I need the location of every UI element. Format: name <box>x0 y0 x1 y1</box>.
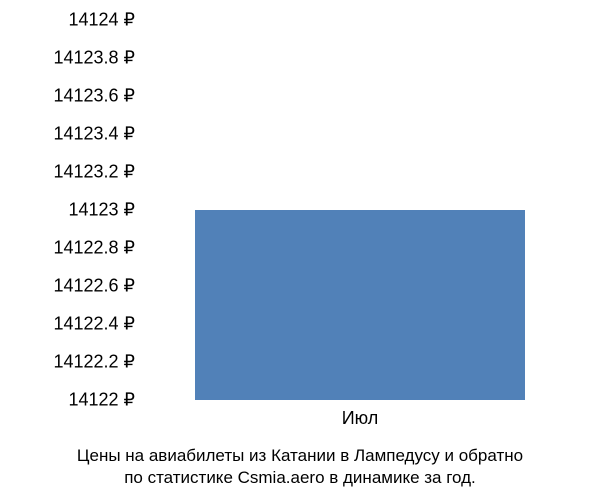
y-tick-label: 14122.6 ₽ <box>0 276 135 297</box>
x-tick-label: Июл <box>342 408 379 429</box>
y-tick-label: 14122.8 ₽ <box>0 238 135 259</box>
y-tick-label: 14124 ₽ <box>0 10 135 31</box>
y-tick-label: 14123.8 ₽ <box>0 48 135 69</box>
y-tick-label: 14123.4 ₽ <box>0 124 135 145</box>
price-chart: 14122 ₽ 14122.2 ₽ 14122.4 ₽ 14122.6 ₽ 14122.… <box>0 0 600 500</box>
y-tick-label: 14122 ₽ <box>0 390 135 411</box>
chart-caption: Цены на авиабилеты из Катании в Лампедус… <box>0 445 600 489</box>
plot-area <box>140 20 580 400</box>
caption-line-1: Цены на авиабилеты из Катании в Лампедус… <box>0 445 600 467</box>
y-tick-label: 14123.6 ₽ <box>0 86 135 107</box>
bar <box>195 210 525 400</box>
y-tick-label: 14122.2 ₽ <box>0 352 135 373</box>
y-tick-label: 14123 ₽ <box>0 200 135 221</box>
y-tick-label: 14123.2 ₽ <box>0 162 135 183</box>
y-tick-label: 14122.4 ₽ <box>0 314 135 335</box>
caption-line-2: по статистике Csmia.aero в динамике за г… <box>0 467 600 489</box>
y-axis: 14122 ₽14122.2 ₽14122.4 ₽14122.6 ₽14122.… <box>0 20 135 400</box>
